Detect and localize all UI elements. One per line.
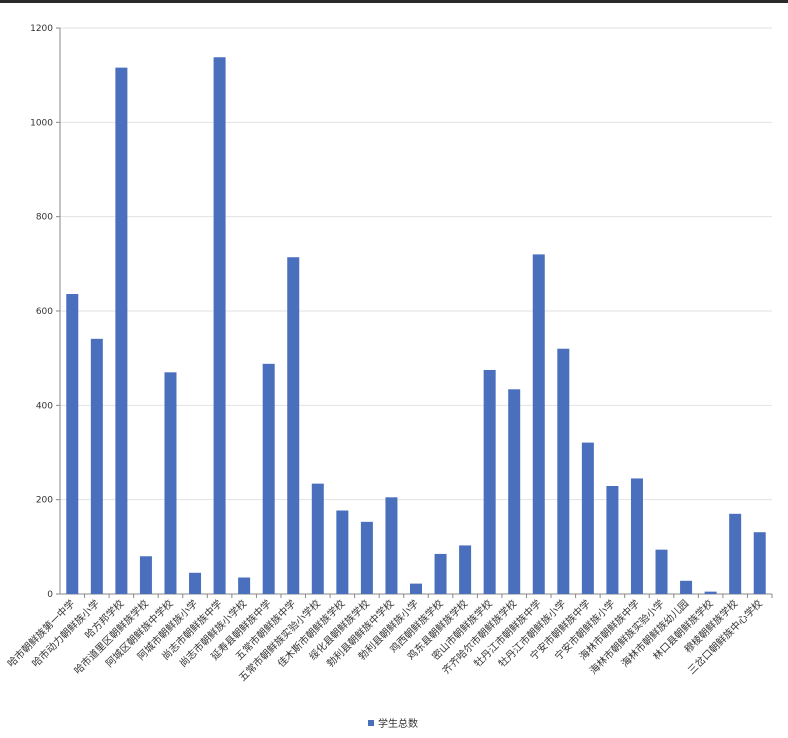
bar: [287, 257, 300, 594]
bar: [311, 483, 324, 594]
legend: 学生总数: [368, 715, 418, 730]
bar: [90, 338, 103, 594]
legend-label: 学生总数: [378, 719, 418, 730]
bar: [360, 521, 373, 594]
y-tick-label: 1000: [30, 118, 53, 128]
y-tick-label: 400: [36, 401, 53, 411]
bar: [434, 553, 447, 594]
bar: [753, 532, 766, 594]
bar: [680, 580, 693, 594]
legend-swatch: [368, 719, 374, 726]
bar: [139, 556, 152, 594]
bar: [557, 348, 570, 594]
y-tick-label: 600: [36, 307, 53, 317]
bar: [410, 583, 422, 594]
window-top-bar: [0, 0, 788, 3]
bar: [459, 545, 472, 594]
bar: [581, 442, 594, 594]
bar: [213, 57, 226, 594]
bar: [704, 591, 717, 594]
bar: [385, 497, 398, 594]
bar: [238, 577, 251, 594]
bar: [630, 478, 643, 594]
bar: [606, 485, 619, 594]
y-tick-label: 200: [36, 496, 53, 506]
bar: [189, 572, 202, 594]
bar: [729, 513, 742, 594]
bar: [655, 549, 668, 594]
y-tick-label: 0: [47, 590, 53, 600]
bar: [336, 510, 349, 594]
bar: [483, 369, 496, 594]
bar: [164, 372, 177, 594]
y-tick-label: 800: [36, 213, 53, 223]
bar: [508, 389, 521, 594]
bar: [532, 254, 545, 594]
y-tick-label: 1200: [30, 24, 53, 34]
bar: [115, 67, 128, 595]
bar: [262, 363, 275, 594]
bar: [66, 294, 79, 594]
